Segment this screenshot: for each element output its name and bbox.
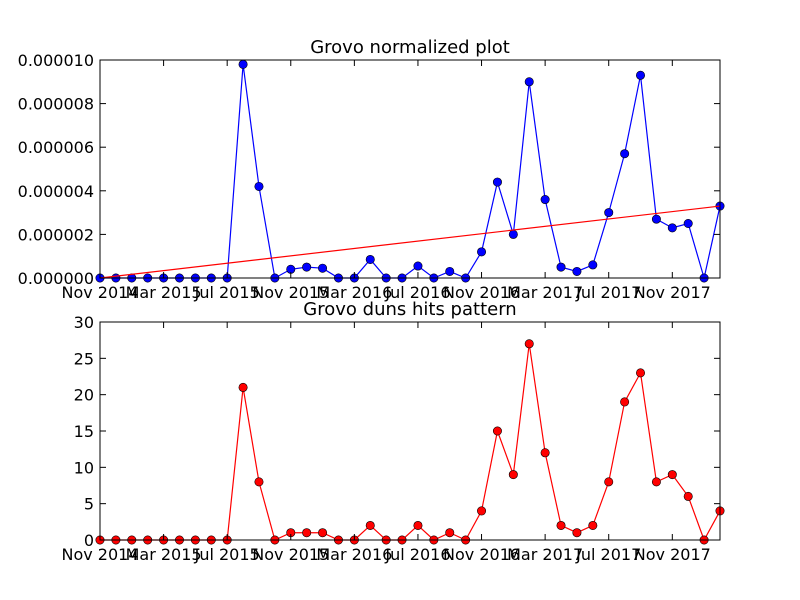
duns-hits-data-point [620, 397, 630, 407]
duns-hits-data-point [572, 528, 582, 538]
duns-hits-data-point [492, 426, 502, 436]
normalized-plot-x-tick-label: Nov 2016 [443, 283, 520, 302]
duns-hits-data-point [413, 520, 423, 530]
normalized-plot-data-point [238, 59, 248, 69]
duns-hits-data-point [365, 520, 375, 530]
normalized-plot-x-tick-label: Mar 2015 [126, 283, 202, 302]
duns-hits-x-tick-label: Jul 2015 [194, 545, 260, 564]
normalized-plot-data-point [683, 219, 693, 229]
normalized-plot-trend-line [99, 205, 721, 279]
normalized-plot-data-point [524, 77, 534, 87]
duns-hits-data-point [651, 477, 661, 487]
normalized-plot-y-tick-label: 0.000000 [18, 269, 94, 288]
normalized-plot-y-tick-label: 0.000004 [18, 182, 94, 201]
normalized-plot-y-tick-label: 0.000002 [18, 225, 94, 244]
duns-hits-data-point [667, 470, 677, 480]
normalized-plot-frame [99, 59, 721, 279]
duns-hits-data-point [254, 477, 264, 487]
duns-hits-title: Grovo duns hits pattern [303, 299, 516, 320]
duns-hits-data-point [556, 520, 566, 530]
normalized-plot-y-tick-label: 0.000008 [18, 95, 94, 114]
normalized-plot-x-tick-label: Mar 2016 [316, 283, 392, 302]
duns-hits-y-tick-label: 10 [74, 458, 94, 477]
duns-hits-data-point [302, 528, 312, 538]
duns-hits-y-tick-label: 25 [74, 349, 94, 368]
duns-hits-y-tick-label: 15 [74, 422, 94, 441]
duns-hits-data-point [588, 520, 598, 530]
duns-hits-x-tick-label: Jul 2017 [575, 545, 641, 564]
normalized-plot-data-point [445, 266, 455, 276]
normalized-plot-x-tick-label: Nov 2014 [61, 283, 138, 302]
duns-hits-data-point [318, 528, 328, 538]
duns-hits-data-point [524, 339, 534, 349]
duns-hits-x-tick-label: Jul 2016 [384, 545, 450, 564]
duns-hits-y-tick-label: 20 [74, 386, 94, 405]
normalized-plot-data-point [556, 262, 566, 272]
normalized-plot-title: Grovo normalized plot [310, 37, 510, 58]
normalized-plot-data-point [254, 181, 264, 191]
normalized-plot-data-point [588, 260, 598, 270]
normalized-plot-x-tick-label: Nov 2015 [252, 283, 329, 302]
duns-hits-data-point [445, 528, 455, 538]
normalized-plot-data-point [508, 229, 518, 239]
normalized-plot-y-tick-label: 0.000006 [18, 138, 94, 157]
duns-hits-data-point [683, 491, 693, 501]
duns-hits-x-tick-label: Nov 2014 [61, 545, 138, 564]
normalized-plot-data-point [604, 208, 614, 218]
duns-hits-x-tick-label: Mar 2017 [507, 545, 583, 564]
normalized-plot-data-point [620, 149, 630, 159]
normalized-plot-data-point [413, 261, 423, 271]
duns-hits-data-point [508, 470, 518, 480]
normalized-plot-x-tick-label: Nov 2017 [634, 283, 711, 302]
normalized-plot-data-point [667, 223, 677, 233]
normalized-plot-data-point [302, 262, 312, 272]
duns-hits-x-tick-label: Mar 2016 [316, 545, 392, 564]
duns-hits-data-point [238, 382, 248, 392]
duns-hits-data-point [636, 368, 646, 378]
duns-hits-x-tick-label: Nov 2017 [634, 545, 711, 564]
duns-hits-data-point [604, 477, 614, 487]
normalized-plot-data-point [477, 247, 487, 257]
duns-hits-y-tick-label: 5 [84, 495, 94, 514]
duns-hits-x-tick-label: Nov 2016 [443, 545, 520, 564]
normalized-plot-data-point [318, 263, 328, 273]
normalized-plot-data-point [572, 266, 582, 276]
duns-hits-y-tick-label: 30 [74, 313, 94, 332]
normalized-plot-x-tick-label: Jul 2016 [384, 283, 450, 302]
normalized-plot-data-point [636, 70, 646, 80]
normalized-plot-x-tick-label: Jul 2015 [194, 283, 260, 302]
normalized-plot-data-point [365, 254, 375, 264]
normalized-plot-data-point [540, 195, 550, 205]
duns-hits-y-tick-label: 0 [84, 531, 94, 550]
duns-hits-data-point [540, 448, 550, 458]
normalized-plot-data-point [492, 177, 502, 187]
normalized-plot-data-point [651, 214, 661, 224]
normalized-plot-y-tick-label: 0.000010 [18, 51, 94, 70]
normalized-plot-x-tick-label: Mar 2017 [507, 283, 583, 302]
normalized-plot-x-tick-label: Jul 2017 [575, 283, 641, 302]
duns-hits-x-tick-label: Nov 2015 [252, 545, 329, 564]
duns-hits-x-tick-label: Mar 2015 [126, 545, 202, 564]
duns-hits-data-point [477, 506, 487, 516]
